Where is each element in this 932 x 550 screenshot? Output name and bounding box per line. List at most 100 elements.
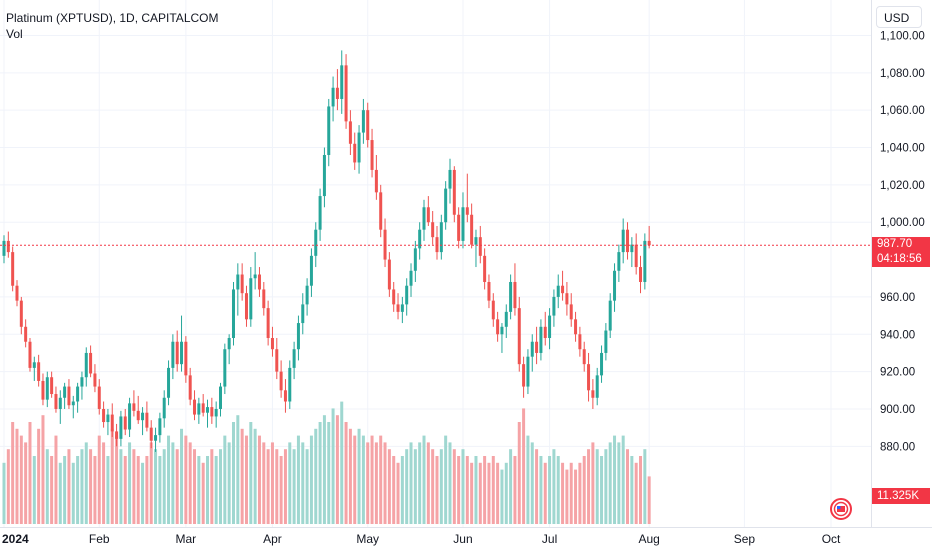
volume-bar bbox=[257, 435, 261, 524]
candle-body bbox=[262, 289, 266, 309]
volume-bar bbox=[574, 469, 578, 524]
candle-body bbox=[266, 308, 270, 339]
candle-body bbox=[374, 169, 378, 193]
candle-body bbox=[327, 106, 331, 155]
volume-bar bbox=[483, 456, 487, 524]
candle-body bbox=[180, 341, 184, 365]
volume-bar bbox=[309, 435, 313, 524]
volume-bar bbox=[474, 456, 478, 524]
candle-body bbox=[128, 403, 132, 430]
volume-bar bbox=[422, 435, 426, 524]
volume-bar bbox=[413, 449, 417, 524]
volume-bar bbox=[405, 449, 409, 524]
volume-bar bbox=[54, 435, 58, 524]
volume-bar bbox=[244, 435, 248, 524]
volume-bar bbox=[383, 442, 387, 524]
candle-body bbox=[569, 304, 573, 320]
time-tick-label: Jun bbox=[453, 532, 472, 546]
volume-bar bbox=[279, 456, 283, 524]
candle-body bbox=[470, 214, 474, 245]
volume-bar bbox=[587, 449, 591, 524]
candle-body bbox=[461, 207, 465, 241]
volume-bar bbox=[470, 462, 474, 524]
flag-icon[interactable] bbox=[830, 498, 852, 520]
volume-bar bbox=[556, 456, 560, 524]
candle-body bbox=[115, 431, 119, 439]
volume-bar bbox=[647, 476, 651, 524]
candle-body bbox=[392, 289, 396, 305]
candle-body bbox=[32, 362, 36, 368]
candle-body bbox=[431, 222, 435, 238]
candle-body bbox=[587, 364, 591, 391]
candle-body bbox=[578, 334, 582, 350]
candle-body bbox=[565, 293, 569, 305]
volume-bar bbox=[487, 462, 491, 524]
candle-body bbox=[539, 326, 543, 353]
volume-bar bbox=[331, 408, 335, 524]
volume-bar bbox=[128, 442, 132, 524]
candle-body bbox=[522, 364, 526, 387]
volume-bar bbox=[357, 428, 361, 524]
volume-bar bbox=[102, 442, 106, 524]
candle-body bbox=[275, 349, 279, 372]
volume-bar bbox=[387, 449, 391, 524]
volume-bar bbox=[522, 408, 526, 524]
price-tick-label: 1,020.00 bbox=[880, 180, 925, 192]
volume-bar bbox=[496, 462, 500, 524]
candle-body bbox=[608, 300, 612, 331]
candle-body bbox=[452, 169, 456, 215]
candle-body bbox=[76, 386, 80, 402]
candle-body bbox=[552, 296, 556, 316]
candle-body bbox=[331, 87, 335, 107]
candle-body bbox=[591, 390, 595, 398]
candle-body bbox=[314, 229, 318, 256]
volume-bar bbox=[400, 456, 404, 524]
candle-body bbox=[422, 207, 426, 230]
volume-bar bbox=[552, 449, 556, 524]
volume-bar bbox=[418, 442, 422, 524]
volume-bar bbox=[613, 435, 617, 524]
volume-bar bbox=[266, 449, 270, 524]
candle-body bbox=[418, 229, 422, 249]
candle-body bbox=[6, 240, 10, 253]
candle-body bbox=[167, 367, 171, 398]
volume-bar bbox=[392, 456, 396, 524]
candle-body bbox=[71, 401, 75, 406]
volume-bar bbox=[340, 401, 344, 524]
volume-bar bbox=[115, 435, 119, 524]
symbol-title[interactable]: Platinum (XPTUSD), 1D, CAPITALCOM bbox=[6, 11, 219, 25]
candle-body bbox=[526, 356, 530, 387]
volume-bar bbox=[236, 415, 240, 524]
candle-body bbox=[249, 278, 253, 320]
candle-body bbox=[145, 412, 149, 428]
candle-body bbox=[647, 240, 651, 246]
volume-bar bbox=[201, 462, 205, 524]
volume-bar bbox=[448, 442, 452, 524]
volume-bar bbox=[136, 456, 140, 524]
candle-body bbox=[305, 285, 309, 305]
volume-bar bbox=[370, 435, 374, 524]
chart-legend: Platinum (XPTUSD), 1D, CAPITALCOM Vol bbox=[6, 10, 218, 42]
volume-bar bbox=[41, 415, 45, 524]
candle-body bbox=[335, 87, 339, 99]
volume-bar bbox=[314, 428, 318, 524]
volume-bar bbox=[283, 449, 287, 524]
volume-bar bbox=[461, 449, 465, 524]
volume-bar bbox=[591, 442, 595, 524]
volume-bar bbox=[6, 449, 10, 524]
candle-body bbox=[63, 386, 67, 398]
candle-body bbox=[353, 143, 357, 163]
volume-bar bbox=[292, 449, 296, 524]
volume-bar bbox=[240, 428, 244, 524]
candle-body bbox=[409, 270, 413, 286]
volume-bar bbox=[253, 428, 257, 524]
volume-bar bbox=[154, 449, 158, 524]
currency-button[interactable]: USD bbox=[876, 6, 922, 28]
volume-bar bbox=[141, 462, 145, 524]
candle-body bbox=[2, 240, 6, 256]
candlesticks bbox=[2, 50, 651, 452]
candle-body bbox=[270, 338, 274, 350]
volume-indicator-label[interactable]: Vol bbox=[6, 27, 23, 41]
candle-body bbox=[517, 308, 521, 365]
